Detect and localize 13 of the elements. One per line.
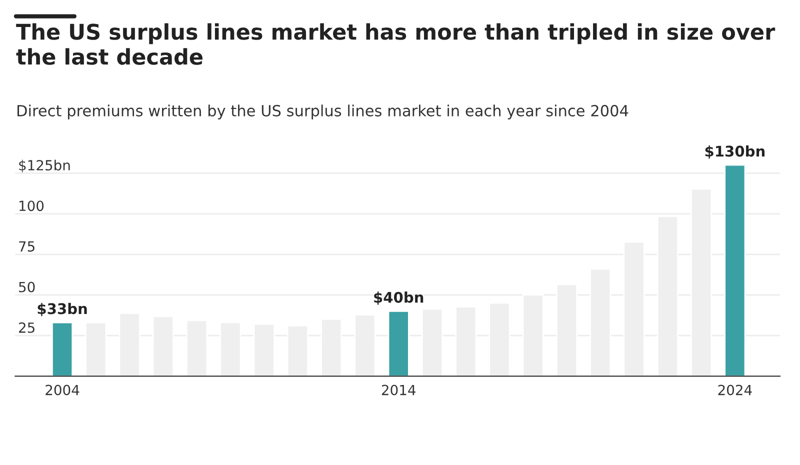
y-tick-label: 25 bbox=[18, 322, 34, 333]
y-tick-label: $125bn bbox=[19, 160, 70, 172]
data-label: $40bn bbox=[374, 292, 424, 305]
chart-title: The US surplus lines market has more than tripled in size over the last decade bbox=[16, 23, 776, 65]
data-label: $130bn bbox=[705, 145, 764, 159]
x-tick-label: 2004 bbox=[46, 384, 80, 396]
x-tick-label: 2014 bbox=[382, 384, 416, 396]
y-tick-label: 100 bbox=[20, 200, 44, 212]
data-label: $33bn bbox=[38, 302, 87, 316]
y-tick-label: 75 bbox=[19, 241, 34, 252]
x-tick-label: 2024 bbox=[718, 384, 752, 396]
chart-subtitle: Direct premiums written by the US surplus lines market in each year since 2004 bbox=[18, 104, 628, 120]
y-tick-label: 50 bbox=[19, 282, 35, 292]
